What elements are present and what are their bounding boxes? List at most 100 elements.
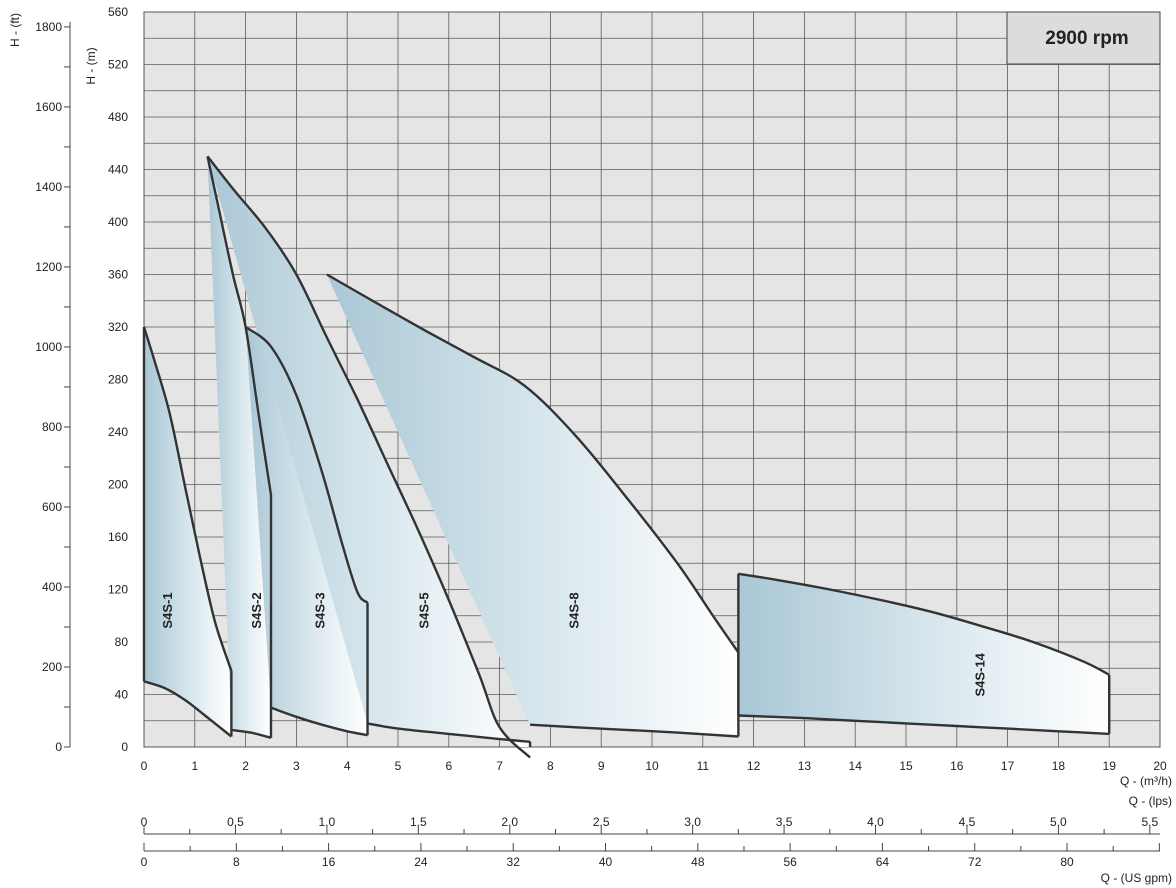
ft-tick-label: 1800 xyxy=(35,20,62,34)
gpm-tick-label: 64 xyxy=(876,855,890,869)
y-tick-label-m: 240 xyxy=(108,425,128,439)
curve-top-s4s-14 xyxy=(738,572,1110,676)
x-tick-label-m3h: 10 xyxy=(645,759,659,773)
y-axis-title-ft: H - (ft) xyxy=(8,13,22,47)
gpm-tick-label: 80 xyxy=(1060,855,1074,869)
ft-tick-label: 1000 xyxy=(35,340,62,354)
x-tick-label-m3h: 0 xyxy=(141,759,148,773)
lps-tick-label: 2.0 xyxy=(501,815,518,829)
band-s4s-14 xyxy=(738,573,1110,734)
ft-tick-label: 1400 xyxy=(35,180,62,194)
y-tick-label-m: 200 xyxy=(108,478,128,492)
y-axis-title-m: H - (m) xyxy=(84,47,98,84)
lps-tick-label: 3.5 xyxy=(776,815,793,829)
curve-top-s4s-8 xyxy=(326,273,740,654)
x-tick-label-m3h: 19 xyxy=(1103,759,1117,773)
y-tick-label-m: 400 xyxy=(108,215,128,229)
x-axis-title-gpm: Q - (US gpm) xyxy=(1101,871,1172,885)
y-tick-label-m: 80 xyxy=(115,635,129,649)
y-tick-label-m: 360 xyxy=(108,268,128,282)
x-tick-label-m3h: 11 xyxy=(697,759,710,773)
speed-box xyxy=(1006,11,1161,65)
x-tick-label-m3h: 6 xyxy=(445,759,452,773)
ft-tick-label: 400 xyxy=(42,580,62,594)
speed-label: 2900 rpm xyxy=(1045,28,1128,49)
band-s4s-1 xyxy=(144,327,232,737)
y-tick-label-m: 320 xyxy=(108,320,128,334)
curve-bottom-s4s-5 xyxy=(367,722,531,743)
ft-tick-label: 1600 xyxy=(35,100,62,114)
y-tick-label-m: 560 xyxy=(108,5,128,19)
gpm-tick-label: 24 xyxy=(414,855,428,869)
lps-tick-label: 1.5 xyxy=(410,815,427,829)
curve-top-s4s-1 xyxy=(142,326,233,672)
lps-tick-label: 3.0 xyxy=(684,815,701,829)
x-tick-label-m3h: 9 xyxy=(598,759,605,773)
curve-top-s4s-3 xyxy=(244,326,369,604)
y-tick-label-m: 440 xyxy=(108,163,128,177)
lps-tick-label: 1.0 xyxy=(319,815,336,829)
curve-top-s4s-2 xyxy=(206,156,273,496)
lps-tick-label: 5.0 xyxy=(1050,815,1067,829)
y-tick-label-m: 0 xyxy=(121,740,128,754)
x-axis-title-lps: Q - (lps) xyxy=(1129,794,1172,808)
gpm-tick-label: 48 xyxy=(691,855,705,869)
band-s4s-3 xyxy=(245,327,368,736)
y-tick-label-m: 520 xyxy=(108,58,128,72)
x-axis-title-m3h: Q - (m³/h) xyxy=(1120,774,1172,788)
series-label-s4s-2: S4S-2 xyxy=(249,592,264,628)
series-label-s4s-1: S4S-1 xyxy=(160,592,175,628)
x-tick-label-m3h: 1 xyxy=(191,759,198,773)
y-tick-label-m: 160 xyxy=(108,530,128,544)
gpm-tick-label: 8 xyxy=(233,855,240,869)
curves-layer xyxy=(142,155,1111,759)
series-label-s4s-14: S4S-14 xyxy=(973,652,988,696)
x-tick-label-m3h: 7 xyxy=(496,759,503,773)
x-tick-label-m3h: 3 xyxy=(293,759,300,773)
ft-tick-label: 1200 xyxy=(35,260,62,274)
y-tick-label-m: 280 xyxy=(108,373,128,387)
band-s4s-2 xyxy=(207,156,271,738)
bands-layer xyxy=(144,156,1110,747)
lps-tick-label: 0.5 xyxy=(227,815,244,829)
x-tick-label-m3h: 13 xyxy=(798,759,812,773)
curve-bottom-s4s-8 xyxy=(530,723,739,738)
gpm-tick-label: 16 xyxy=(322,855,336,869)
gpm-tick-label: 72 xyxy=(968,855,982,869)
lps-tick-label: 0 xyxy=(141,815,148,829)
ft-tick-label: 600 xyxy=(42,500,62,514)
gpm-tick-label: 56 xyxy=(783,855,797,869)
ft-tick-label: 0 xyxy=(55,740,62,754)
gpm-tick-label: 40 xyxy=(599,855,613,869)
x-tick-label-m3h: 16 xyxy=(950,759,964,773)
ft-tick-label: 200 xyxy=(42,660,62,674)
curve-bottom-s4s-3 xyxy=(270,706,368,737)
curve-top-s4s-5 xyxy=(206,155,531,759)
series-label-s4s-5: S4S-5 xyxy=(417,592,432,628)
x-tick-label-m3h: 4 xyxy=(344,759,351,773)
y-tick-label-m: 480 xyxy=(108,110,128,124)
lps-tick-label: 4.5 xyxy=(959,815,976,829)
labels-layer: S4S-1 S4S-2 S4S-3 S4S-5 S4S-8 S4S-14 xyxy=(160,592,988,696)
curve-bottom-s4s-1 xyxy=(143,680,233,738)
y-tick-label-m: 40 xyxy=(115,688,129,702)
lps-tick-label: 4.0 xyxy=(867,815,884,829)
series-label-s4s-8: S4S-8 xyxy=(566,592,581,628)
lps-tick-label: 5.5 xyxy=(1141,815,1158,829)
x-tick-label-m3h: 14 xyxy=(849,759,863,773)
axes-layer: 0408012016020024028032036040044048052056… xyxy=(35,5,1167,869)
band-s4s-8 xyxy=(326,274,739,737)
ft-tick-label: 800 xyxy=(42,420,62,434)
band-s4s-5 xyxy=(207,156,531,747)
x-tick-label-m3h: 15 xyxy=(899,759,913,773)
curve-bottom-s4s-14 xyxy=(738,714,1110,736)
x-tick-label-m3h: 17 xyxy=(1001,759,1015,773)
x-tick-label-m3h: 18 xyxy=(1052,759,1066,773)
lps-tick-label: 2.5 xyxy=(593,815,610,829)
x-tick-label-m3h: 12 xyxy=(747,759,761,773)
gpm-tick-label: 0 xyxy=(141,855,148,869)
gpm-tick-label: 32 xyxy=(507,855,521,869)
x-tick-label-m3h: 20 xyxy=(1153,759,1167,773)
